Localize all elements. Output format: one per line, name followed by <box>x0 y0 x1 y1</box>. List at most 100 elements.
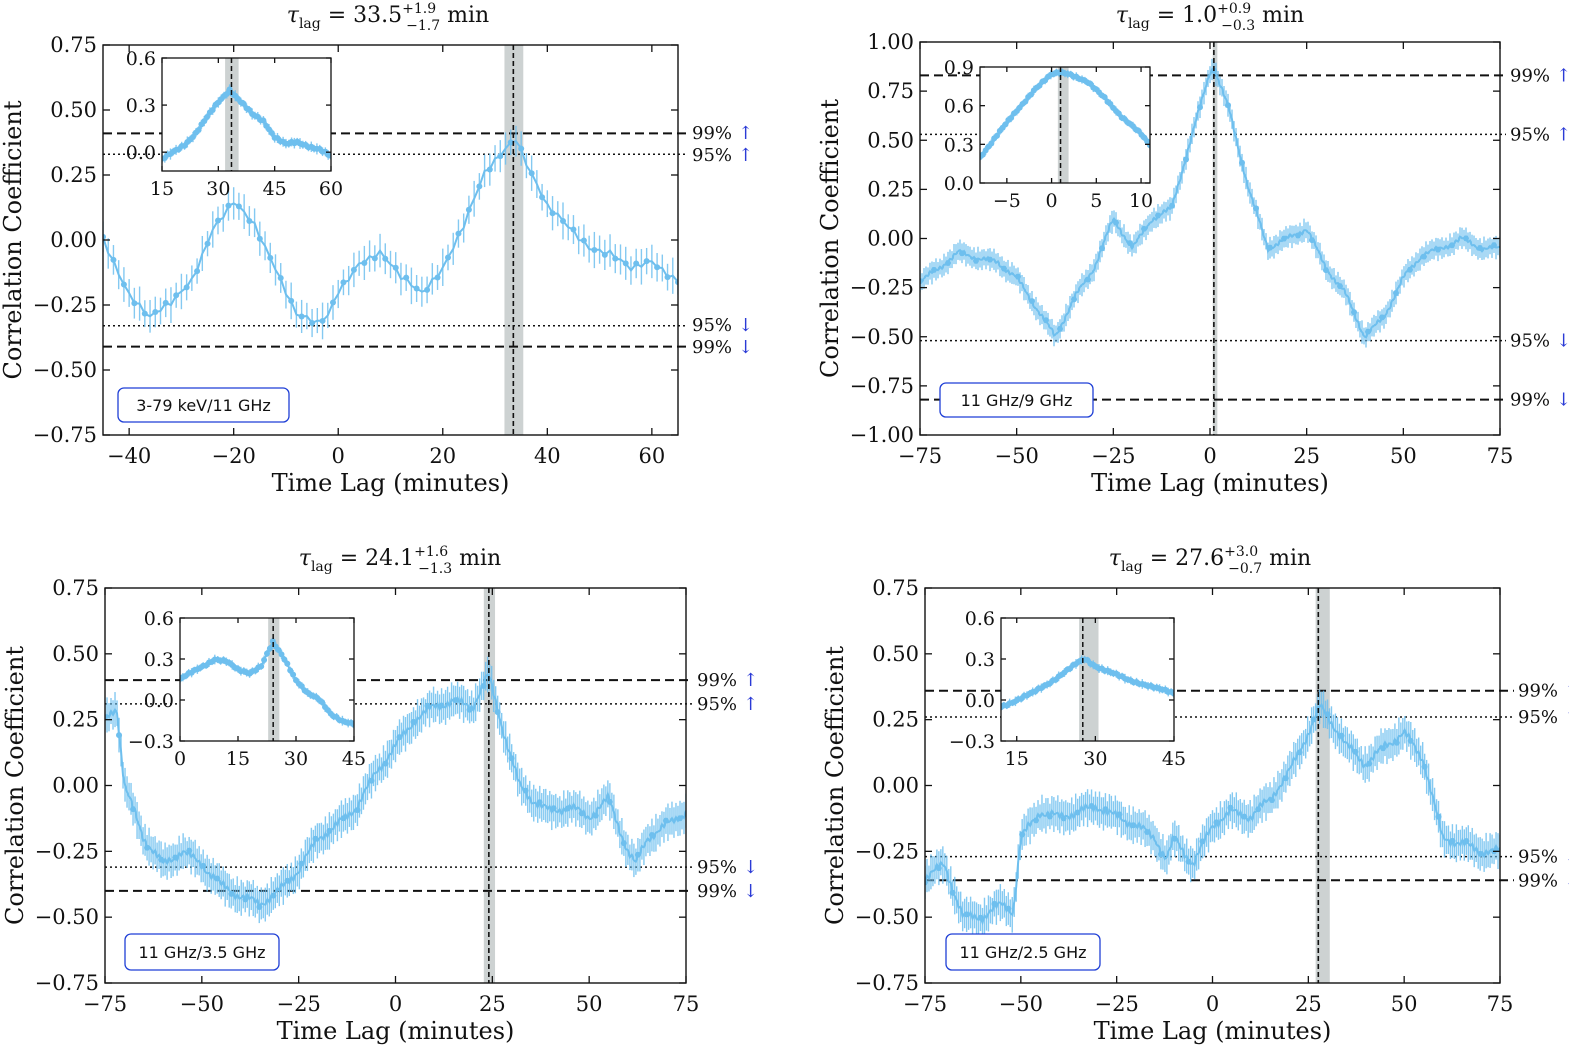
data-point <box>1463 235 1469 242</box>
data-point <box>110 256 117 263</box>
title-part: min <box>440 3 489 28</box>
inset-x-tick-label: 0 <box>174 748 186 770</box>
data-point <box>486 166 493 173</box>
inset-y-tick-label: 0.0 <box>126 142 156 164</box>
pair-label-box <box>945 933 1101 971</box>
inset-data-point <box>298 683 305 690</box>
data-point <box>1225 102 1231 109</box>
data-point <box>340 815 347 822</box>
inset-y-tick-label: 0.0 <box>965 690 995 712</box>
inset-data-point <box>980 151 986 158</box>
pair-label-box <box>124 933 280 971</box>
data-point <box>528 170 535 177</box>
y-tick-label: 0.00 <box>867 227 914 251</box>
data-point <box>1157 851 1164 858</box>
data-point <box>162 299 169 306</box>
sig-label: 99% <box>1510 65 1550 86</box>
data-point <box>312 835 319 842</box>
y-tick-label: 0.75 <box>867 79 914 103</box>
inset-data-point <box>261 657 268 664</box>
inset-x-tick-label: 15 <box>1005 748 1029 770</box>
data-point <box>173 292 180 299</box>
title-part: +1.6 <box>414 544 448 560</box>
data-point <box>1001 265 1007 272</box>
inset-frame <box>161 57 332 172</box>
x-tick-label: 0 <box>1203 444 1216 468</box>
up-arrow-icon: ↑ <box>1556 65 1569 86</box>
data-point <box>1085 276 1091 283</box>
data-point <box>1421 763 1428 770</box>
data-point <box>438 702 445 709</box>
y-tick-label: 0.50 <box>52 642 99 666</box>
data-point <box>662 817 669 824</box>
data-point <box>1267 244 1273 251</box>
data-point <box>1477 245 1483 252</box>
data-point <box>225 202 232 209</box>
down-arrow-icon: ↓ <box>1556 331 1569 352</box>
title-part: = 33.5 <box>321 3 402 28</box>
series-group <box>105 656 686 924</box>
inset-data-point <box>319 699 326 706</box>
data-point <box>550 805 557 812</box>
inset-x-tick-label: 0 <box>1046 190 1058 212</box>
data-point <box>606 798 613 805</box>
x-tick-label: −40 <box>107 444 151 468</box>
x-tick-label: 50 <box>576 992 603 1016</box>
data-point <box>1309 237 1315 244</box>
title-part: +3.0 <box>1224 544 1258 560</box>
y-tick-label: 0.25 <box>867 177 914 201</box>
inset-data-point <box>1022 98 1029 105</box>
x-tick-label: −25 <box>1095 992 1139 1016</box>
sig-label: 95% <box>692 315 732 336</box>
title-part: lag <box>1128 16 1150 32</box>
x-axis-title: Time Lag (minutes) <box>1094 1017 1332 1045</box>
sig-label: 99% <box>697 670 737 691</box>
data-point <box>326 827 333 834</box>
inset-x-tick-label: 30 <box>1083 748 1107 770</box>
y-tick-label: −0.75 <box>850 374 914 398</box>
data-point <box>507 139 514 146</box>
data-point <box>622 260 629 267</box>
data-point <box>480 682 487 689</box>
data-point <box>1310 716 1317 723</box>
data-point <box>1449 837 1456 844</box>
x-tick-label: −75 <box>903 992 947 1016</box>
data-point <box>1393 290 1399 297</box>
inset-y-tick-label: 0.6 <box>965 608 995 630</box>
data-point <box>959 250 965 257</box>
data-point <box>410 718 417 725</box>
data-point <box>1295 232 1301 239</box>
data-point <box>508 755 515 762</box>
x-tick-label: 75 <box>673 992 700 1016</box>
data-point <box>116 732 123 739</box>
data-point <box>1113 219 1119 226</box>
data-point <box>1074 809 1081 816</box>
data-point <box>549 210 556 217</box>
lag-band <box>483 588 496 983</box>
data-point <box>643 258 650 265</box>
data-point <box>403 274 410 281</box>
sig-label: 99% <box>697 881 737 902</box>
data-point <box>1155 212 1161 219</box>
sig-label: 95% <box>1518 847 1558 868</box>
data-point <box>340 279 347 286</box>
data-point <box>256 235 263 242</box>
data-point <box>256 903 263 910</box>
title-part: lag <box>299 16 321 32</box>
inset-data-point <box>204 114 211 121</box>
title-part: = 1.0 <box>1150 3 1217 28</box>
inset-series-group <box>180 637 354 729</box>
up-arrow-icon: ↑ <box>1564 707 1569 728</box>
data-point <box>1033 817 1040 824</box>
data-point <box>1088 802 1095 809</box>
y-tick-label: 0.25 <box>50 163 97 187</box>
data-point <box>1365 328 1371 335</box>
data-point <box>1352 748 1359 755</box>
down-arrow-icon: ↓ <box>738 315 753 336</box>
inset-data-point <box>1028 91 1034 98</box>
down-arrow-icon: ↓ <box>1556 390 1569 411</box>
down-arrow-icon: ↓ <box>743 857 758 878</box>
inset-data-point <box>1101 94 1108 101</box>
inset-y-tick-label: 0.9 <box>944 57 974 79</box>
inset-y-tick-label: 0.6 <box>944 96 974 118</box>
